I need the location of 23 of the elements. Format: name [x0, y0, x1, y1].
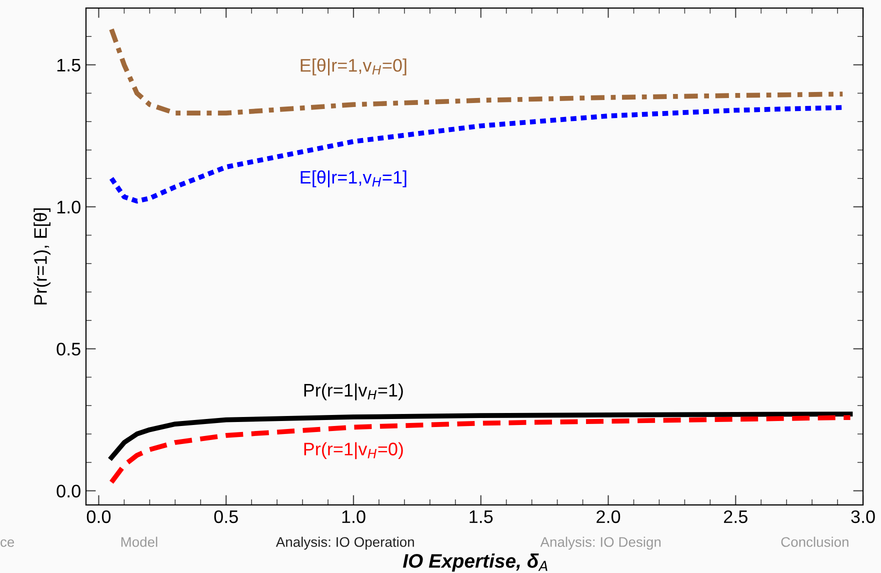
x-tick-label: 2.0 [596, 510, 620, 524]
series-label: Pr(r=1|v$_{H}$=1) [304, 383, 403, 400]
series-label: E[θ|r=1,v$_{H}$=1] [300, 170, 406, 188]
text: Model [121, 536, 158, 547]
x-tick-label: 0.0 [86, 510, 111, 524]
text: Conclusion [781, 536, 848, 547]
x-axis-title: IO Expertise, δ$_{A}$ [402, 554, 548, 572]
x-tick-label: 1.5 [470, 510, 493, 524]
series-label: Pr(r=1|v$_{H}$=0) [304, 442, 403, 460]
text: ce [0, 539, 14, 547]
text: Analysis: IO Operation [276, 536, 414, 550]
y-tick-label: 1.5 [57, 58, 80, 72]
x-tick-label: 3.0 [851, 510, 875, 524]
series-label: E[θ|r=1,v$_{H}$=0] [300, 58, 406, 76]
y-axis-title: Pr(r=1), E[θ] [34, 208, 50, 304]
x-tick-label: 0.5 [214, 510, 238, 524]
text: Analysis: IO Design [540, 536, 661, 550]
y-tick-label: 0.5 [56, 342, 80, 356]
x-tick-label: 1.0 [342, 510, 366, 524]
y-tick-label: 1.0 [57, 200, 80, 214]
line-series [109, 412, 853, 460]
x-tick-label: 2.5 [724, 510, 748, 524]
y-tick-label: 0.0 [56, 484, 80, 498]
